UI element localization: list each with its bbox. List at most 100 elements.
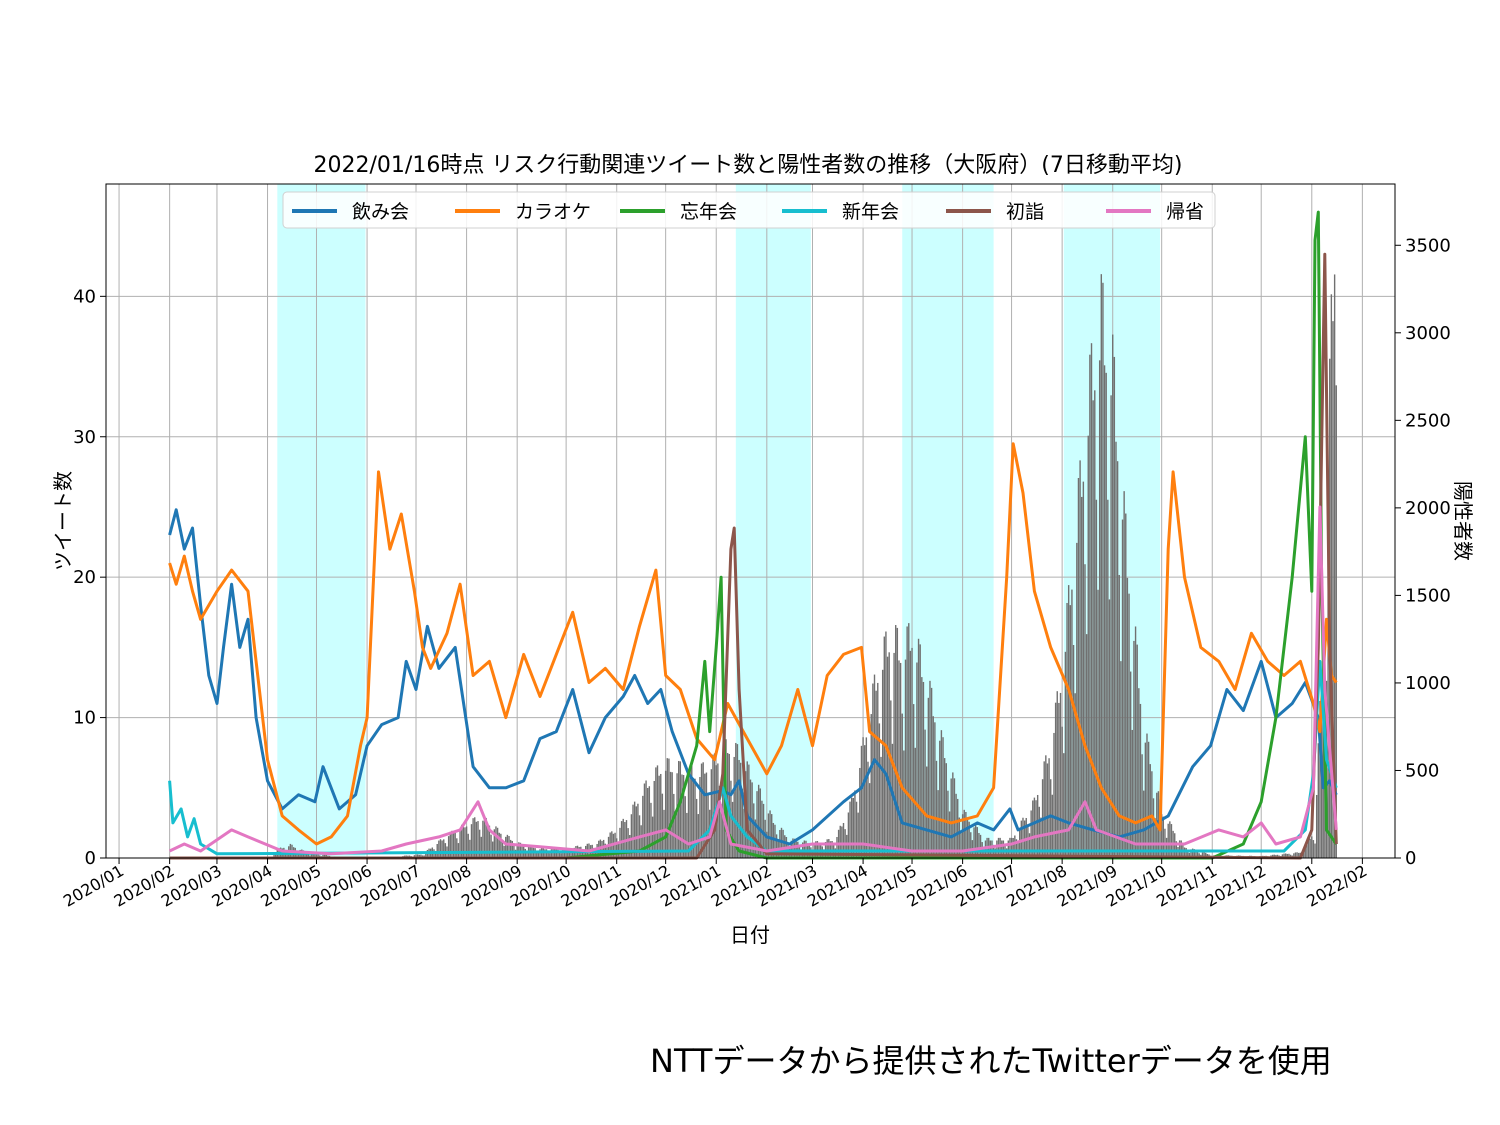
y-tick-label-left: 0 — [85, 848, 96, 869]
positives-bar — [642, 795, 644, 858]
positives-bar — [1133, 640, 1135, 858]
positives-bar — [860, 745, 863, 858]
positives-bar — [867, 761, 869, 858]
positives-bar — [1195, 850, 1197, 858]
positives-bar — [1033, 797, 1036, 858]
positives-bar — [492, 841, 494, 858]
y-tick-label-right: 2500 — [1405, 410, 1451, 431]
positives-bar — [581, 849, 584, 858]
positives-bar — [1120, 661, 1122, 858]
positives-bar — [707, 793, 709, 858]
positives-bar — [1046, 763, 1049, 858]
positives-bar — [934, 722, 936, 858]
positives-bar — [855, 801, 858, 858]
positives-bar — [1327, 479, 1329, 858]
positives-bar — [999, 837, 1001, 858]
positives-bar — [761, 800, 763, 858]
positives-bar — [1090, 343, 1093, 858]
positives-bar — [909, 650, 912, 858]
positives-bar — [1198, 853, 1200, 858]
positives-bar — [996, 840, 998, 858]
positives-bar — [896, 627, 899, 858]
positives-bar — [1002, 840, 1005, 858]
positives-bar — [712, 754, 714, 858]
positives-bar — [560, 853, 562, 858]
positives-bar — [1152, 798, 1155, 858]
positives-bar — [697, 814, 699, 858]
positives-bar — [904, 659, 907, 858]
positives-bar — [465, 826, 468, 858]
positives-bar — [637, 803, 639, 858]
positives-bar — [567, 848, 569, 858]
positives-bar — [953, 778, 956, 858]
positives-bar — [452, 833, 455, 858]
positives-bar — [864, 745, 866, 858]
positives-bar — [1071, 589, 1073, 858]
positives-bar — [857, 812, 859, 858]
positives-bar — [730, 780, 732, 858]
positives-bar — [1076, 542, 1078, 858]
positives-bar — [753, 803, 755, 858]
x-axis-label: 日付 — [730, 923, 770, 947]
positives-bar — [1103, 365, 1106, 858]
positives-bar — [691, 765, 693, 858]
positives-bar — [836, 836, 838, 858]
positives-bar — [485, 817, 487, 858]
positives-bar — [622, 818, 624, 858]
positives-bar — [793, 838, 796, 858]
positives-bar — [842, 822, 845, 858]
positives-bar — [1335, 385, 1337, 858]
positives-bar — [1038, 806, 1041, 858]
positives-bar — [297, 853, 300, 858]
positives-bar — [958, 817, 961, 858]
positives-bar — [1063, 753, 1065, 858]
positives-bar — [661, 793, 664, 858]
positives-bar — [695, 798, 698, 858]
positives-bar — [640, 825, 642, 858]
positives-bar — [973, 827, 975, 858]
positives-bar — [1100, 274, 1103, 858]
positives-bar — [568, 848, 571, 858]
y-tick-label-right: 1000 — [1405, 673, 1451, 694]
chart-title: 2022/01/16時点 リスク行動関連ツイート数と陽性者数の推移（大阪府）(7… — [314, 153, 1183, 178]
positives-bar — [1169, 821, 1171, 858]
positives-bar — [1333, 274, 1336, 859]
positives-bar — [1193, 849, 1196, 858]
positives-bar — [733, 756, 735, 858]
positives-bar — [519, 842, 522, 858]
positives-bar — [862, 737, 864, 858]
positives-bar — [908, 623, 910, 858]
positives-bar — [924, 729, 926, 858]
positives-bar — [1191, 848, 1194, 858]
positives-bar — [679, 761, 682, 858]
positives-bar — [1064, 651, 1067, 858]
positives-bar — [1015, 839, 1018, 858]
positives-bar — [916, 662, 918, 858]
positives-bar — [420, 854, 422, 858]
positives-bar — [1304, 845, 1306, 858]
positives-bar — [1112, 334, 1114, 858]
positives-bar — [1201, 852, 1204, 858]
positives-bar — [474, 817, 476, 858]
positives-bar — [1027, 826, 1029, 858]
positives-bar — [493, 829, 496, 858]
positives-bar — [483, 816, 486, 858]
positives-bar — [656, 765, 659, 858]
positives-bar — [1143, 790, 1145, 858]
positives-bar — [1288, 853, 1290, 858]
y-tick-label-right: 2000 — [1405, 498, 1451, 519]
positives-bar — [633, 801, 636, 858]
x-axis: 2020/012020/022020/032020/042020/052020/… — [60, 858, 1370, 911]
positives-bar — [1123, 491, 1125, 858]
positives-bar — [1162, 816, 1165, 858]
positives-bar — [312, 852, 314, 858]
positives-bar — [935, 760, 938, 858]
positives-bar — [847, 812, 850, 858]
positives-bar — [700, 763, 703, 858]
positives-bar — [893, 652, 895, 858]
positives-bar — [1036, 794, 1039, 858]
legend-label-3: 新年会 — [842, 201, 899, 223]
positives-bar — [488, 825, 491, 858]
positives-bar — [957, 798, 959, 858]
positives-bar — [877, 682, 879, 858]
